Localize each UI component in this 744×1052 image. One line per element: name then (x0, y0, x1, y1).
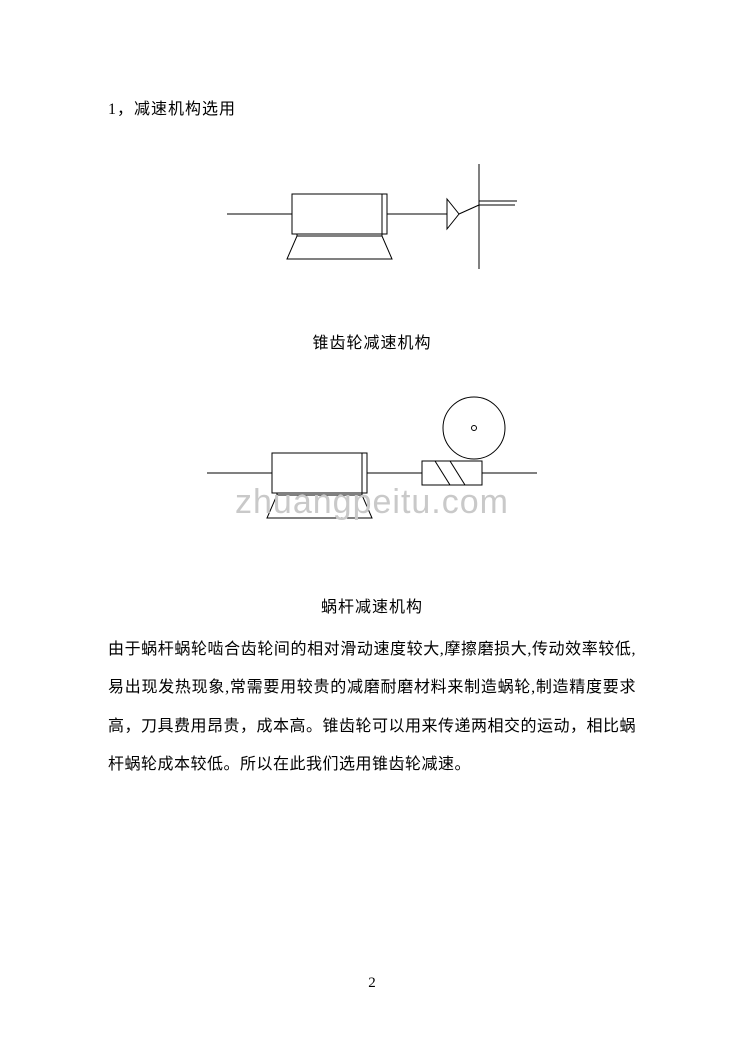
bevel-gear-svg (217, 159, 527, 289)
diagram-worm-gear (108, 393, 636, 533)
caption-worm-gear: 蜗杆减速机构 (108, 593, 636, 617)
document-page: 1，减速机构选用 锥齿轮减速机构 zhuangp (0, 0, 744, 1052)
caption-bevel-gear: 锥齿轮减速机构 (108, 329, 636, 353)
page-number: 2 (368, 975, 376, 992)
body-paragraph: 由于蜗杆蜗轮啮合齿轮间的相对滑动速度较大,摩擦磨损大,传动效率较低,易出现发热现… (108, 631, 636, 785)
section-heading: 1，减速机构选用 (108, 95, 636, 119)
worm-gear-svg (202, 393, 542, 533)
diagram-bevel-gear (108, 159, 636, 289)
